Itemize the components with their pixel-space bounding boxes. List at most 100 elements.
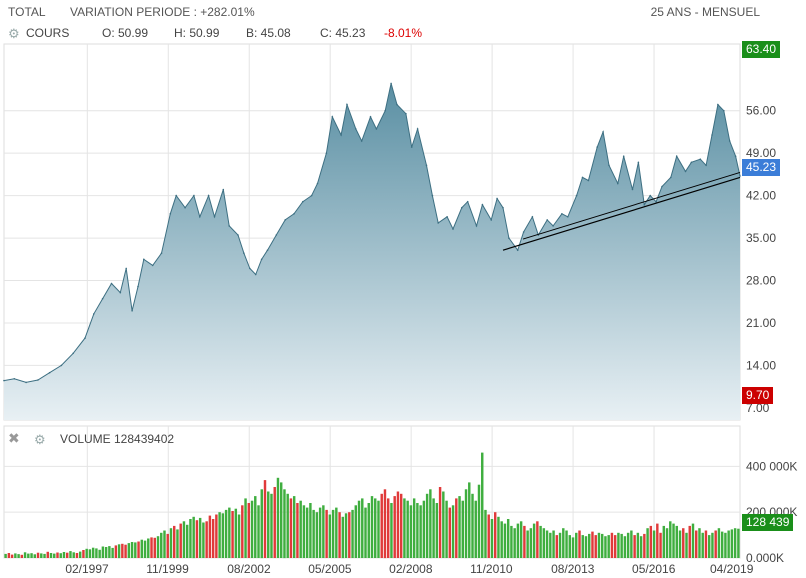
price-point	[266, 249, 269, 251]
volume-bar	[147, 538, 150, 558]
volume-bar	[270, 493, 273, 558]
volume-bar	[422, 500, 426, 558]
volume-bar	[737, 528, 740, 558]
volume-bar	[516, 523, 520, 558]
volume-bar	[701, 532, 704, 558]
volume-bar	[130, 542, 134, 558]
period-selector[interactable]: 25 ANS - MENSUEL	[650, 5, 760, 19]
close-value: C: 45.23	[320, 26, 366, 40]
price-point	[581, 176, 584, 179]
price-point	[60, 364, 63, 367]
volume-bar	[91, 547, 95, 558]
price-point	[131, 310, 133, 312]
volume-bar	[490, 519, 494, 558]
volume-bar	[241, 505, 244, 558]
volume-bar	[318, 507, 322, 558]
volume-bar	[273, 487, 276, 558]
price-point	[346, 103, 348, 106]
volume-bar	[351, 509, 354, 558]
volume-bar	[558, 532, 562, 558]
volume-bar	[425, 493, 429, 558]
price-point	[561, 213, 563, 215]
volume-bar	[639, 536, 643, 558]
volume-bar	[283, 489, 286, 559]
volume-bar	[432, 498, 435, 558]
y-tick-label: 56.00	[746, 104, 776, 118]
volume-bar	[412, 498, 416, 558]
price-point	[143, 258, 145, 261]
price-point	[72, 352, 74, 355]
volume-bar	[14, 553, 17, 558]
series-label: COURS	[26, 26, 70, 40]
volume-bar	[374, 498, 377, 558]
volume-label: VOLUME	[60, 432, 111, 446]
volume-bar	[153, 537, 156, 558]
x-tick-label: 08/2002	[227, 562, 271, 576]
volume-bar	[386, 498, 390, 558]
volume-bar	[276, 477, 280, 558]
volume-bar	[626, 532, 630, 558]
price-point	[728, 140, 731, 142]
gear-icon[interactable]: ⚙	[34, 432, 46, 447]
volume-bar	[104, 547, 108, 558]
volume-bar	[127, 543, 131, 558]
volume-bar	[364, 507, 367, 558]
price-point	[466, 200, 469, 203]
symbol-label: TOTAL	[8, 5, 46, 19]
volume-bar	[649, 525, 653, 558]
volume-bar	[698, 528, 701, 558]
volume-bar	[377, 500, 380, 558]
price-point	[384, 109, 387, 112]
price-point	[502, 206, 504, 209]
volume-bar	[53, 553, 56, 558]
price-point	[575, 194, 578, 197]
price-point	[213, 216, 216, 218]
volume-bar	[23, 552, 27, 558]
price-point	[567, 216, 569, 218]
price-legend: ⚙ COURS O: 50.99 H: 50.99 B: 45.08 C: 45…	[0, 26, 740, 42]
volume-bar	[724, 532, 727, 558]
volume-bar	[630, 530, 633, 558]
volume-bar	[111, 547, 114, 558]
volume-bar	[257, 505, 260, 558]
volume-bar	[169, 528, 173, 558]
volume-bar	[322, 505, 325, 558]
volume-bar	[451, 505, 455, 558]
volume-bar	[231, 511, 234, 558]
gear-icon[interactable]: ⚙	[8, 26, 20, 41]
volume-bar	[652, 530, 656, 558]
volume-bar	[604, 536, 607, 558]
volume-bar	[82, 550, 85, 558]
volume-bar	[176, 529, 179, 558]
price-point	[405, 112, 407, 115]
volume-bar	[208, 515, 212, 558]
price-point	[608, 164, 610, 167]
volume-bar	[331, 509, 335, 558]
price-point	[705, 164, 707, 167]
price-point	[199, 216, 201, 218]
price-point	[151, 264, 154, 267]
volume-bar	[328, 514, 332, 558]
x-tick-label: 02/1997	[65, 562, 109, 576]
price-point	[522, 231, 525, 233]
volume-bar	[730, 529, 734, 558]
high-value: H: 50.99	[174, 26, 220, 40]
price-point	[649, 194, 651, 197]
close-icon[interactable]: ✖	[8, 430, 20, 446]
last-price-tag: 45.23	[742, 159, 781, 176]
volume-bar	[500, 521, 503, 558]
volume-bar	[228, 507, 231, 558]
price-point	[508, 237, 510, 239]
volume-bar	[341, 516, 345, 559]
volume-bar	[711, 532, 714, 558]
volume-bar	[156, 536, 160, 558]
price-point	[125, 267, 127, 270]
volume-bar	[40, 553, 43, 558]
volume-bar	[189, 519, 192, 558]
volume-bar	[623, 536, 627, 558]
price-point	[699, 158, 702, 160]
volume-bar	[532, 523, 536, 558]
volume-bar	[49, 553, 53, 558]
volume-bar	[678, 530, 682, 558]
